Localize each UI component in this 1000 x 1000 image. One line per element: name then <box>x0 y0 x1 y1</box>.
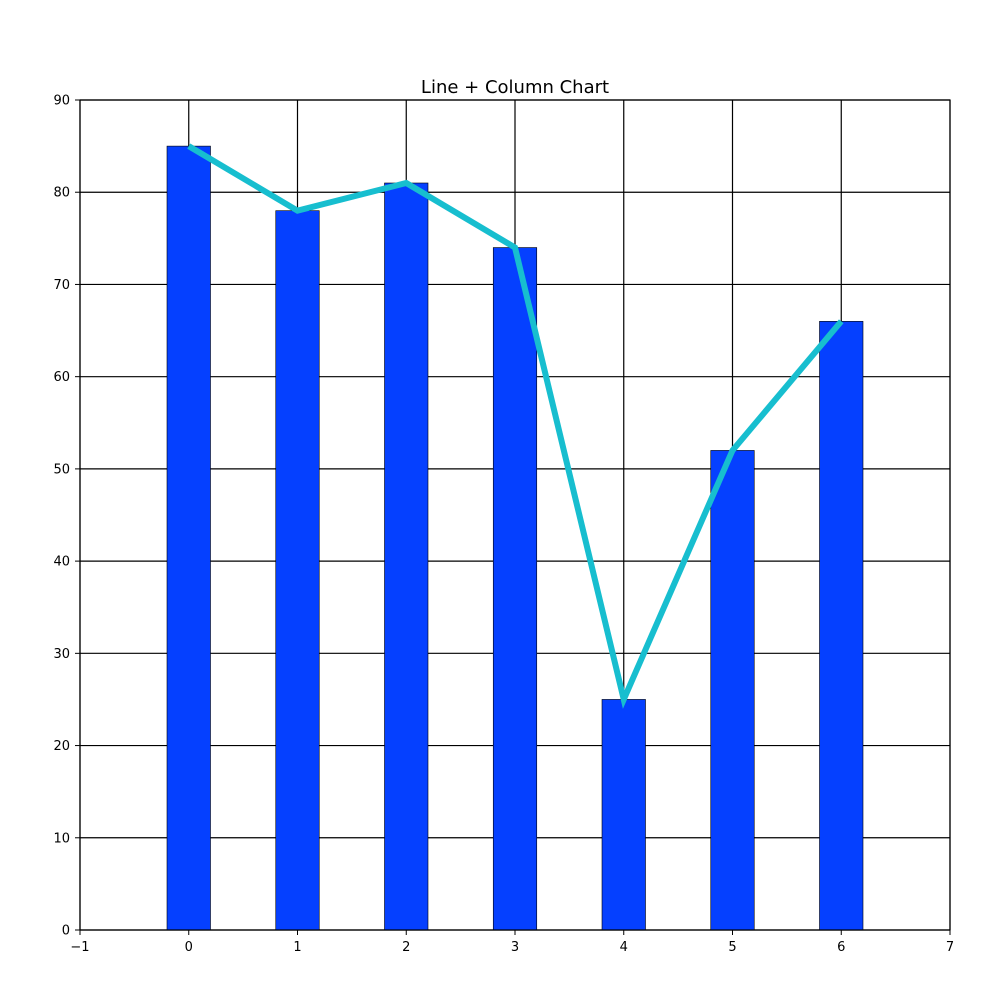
bar <box>819 321 864 931</box>
x-tick-label: 1 <box>293 940 301 955</box>
bar-series <box>166 145 864 931</box>
y-tick-label: 20 <box>53 739 70 754</box>
bar <box>275 210 320 931</box>
bar <box>710 450 755 931</box>
y-tick-label: 50 <box>53 462 70 477</box>
x-tick-label: 2 <box>402 940 410 955</box>
y-tick-label: 10 <box>53 831 70 846</box>
bar <box>601 699 646 931</box>
bar <box>166 145 211 931</box>
y-tick-label: 60 <box>53 370 70 385</box>
x-tick-label: 0 <box>185 940 193 955</box>
bar <box>492 247 538 931</box>
x-tick-label: 6 <box>837 940 845 955</box>
y-tick-label: 0 <box>62 924 70 939</box>
series-line <box>187 143 844 709</box>
y-tick-label: 70 <box>53 278 70 293</box>
bar <box>384 182 429 931</box>
y-tick-label: 40 <box>53 555 70 570</box>
y-tick-label: 90 <box>53 94 70 109</box>
chart-title: Line + Column Chart <box>421 77 609 98</box>
y-tick-label: 80 <box>53 186 70 201</box>
x-axis: −1 0 1 2 3 4 5 6 7 <box>70 930 954 955</box>
x-tick-label: 5 <box>728 940 736 955</box>
y-tick-label: 30 <box>53 647 70 662</box>
x-tick-label: 3 <box>511 940 519 955</box>
x-tick-label: −1 <box>70 940 89 955</box>
x-tick-label: 4 <box>620 940 628 955</box>
y-axis: 0 10 20 30 40 50 60 70 80 90 <box>53 94 80 939</box>
line-series <box>187 143 844 709</box>
x-tick-label: 7 <box>946 940 954 955</box>
